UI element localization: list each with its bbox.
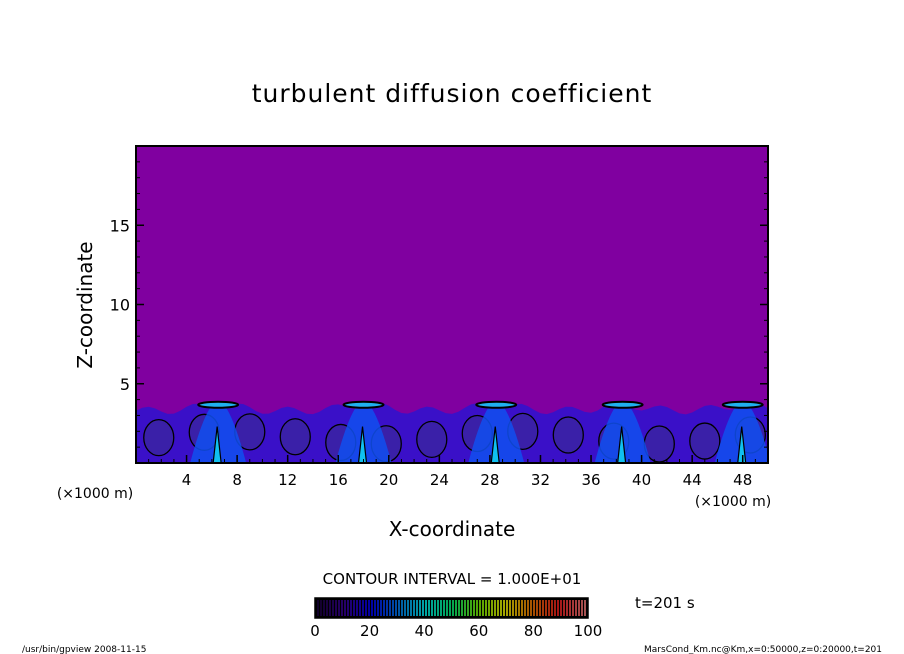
x-tick-label: 44 [683,471,702,489]
x-tick-label: 24 [430,471,449,489]
plot-area [136,146,768,463]
eddy-contour [143,418,175,457]
x-tick-label: 36 [581,471,600,489]
colorbar-tick-label: 40 [415,622,434,640]
colorbar-tick-label: 80 [524,622,543,640]
eddy-contour [416,420,448,459]
x-tick-label: 40 [632,471,651,489]
x-unit-left: (×1000 m) [57,486,133,502]
eddy-contour [552,416,584,454]
colorbar-tick-label: 20 [360,622,379,640]
plume-core [617,426,627,463]
y-axis-label: Z-coordinate [73,241,97,368]
plume-core [212,426,222,463]
x-tick-label: 20 [379,471,398,489]
chart-title: turbulent diffusion coefficient [252,79,653,108]
colorbar-background [315,598,588,618]
eddy-contour [279,418,311,456]
x-tick-label: 32 [531,471,550,489]
plume-cap [475,400,518,409]
x-tick-label: 8 [232,471,242,489]
colorbar [314,597,589,619]
time-label: t=201 s [635,594,695,612]
colorbar-frame [314,597,589,619]
colorbar-tick-label: 100 [574,622,603,640]
plume-cap [601,400,644,409]
footer-right: MarsCond_Km.nc@Km,x=0:50000,z=0:20000,t=… [644,645,882,654]
plume-cap [342,400,385,409]
x-unit-right: (×1000 m) [695,494,771,510]
plume-cap [197,400,240,409]
plume-core [737,426,747,463]
plume-cap [721,400,764,409]
eddy-contour [689,422,721,460]
contour-interval: CONTOUR INTERVAL = 1.000E+01 [323,570,582,588]
x-axis-label: X-coordinate [389,517,516,541]
x-tick-label: 4 [182,471,192,489]
colorbar-tick-label: 60 [469,622,488,640]
colorbar-tick-label: 0 [310,622,320,640]
x-tick-label: 12 [278,471,297,489]
x-tick-label: 28 [480,471,499,489]
y-tick-label: 15 [110,216,130,235]
y-tick-label: 10 [110,296,130,315]
plume-core [357,426,368,463]
x-tick-label: 48 [733,471,752,489]
plume-core [490,426,500,463]
x-tick-label: 16 [329,471,348,489]
footer-left: /usr/bin/gpview 2008-11-15 [22,645,146,654]
y-tick-label: 5 [120,375,130,394]
